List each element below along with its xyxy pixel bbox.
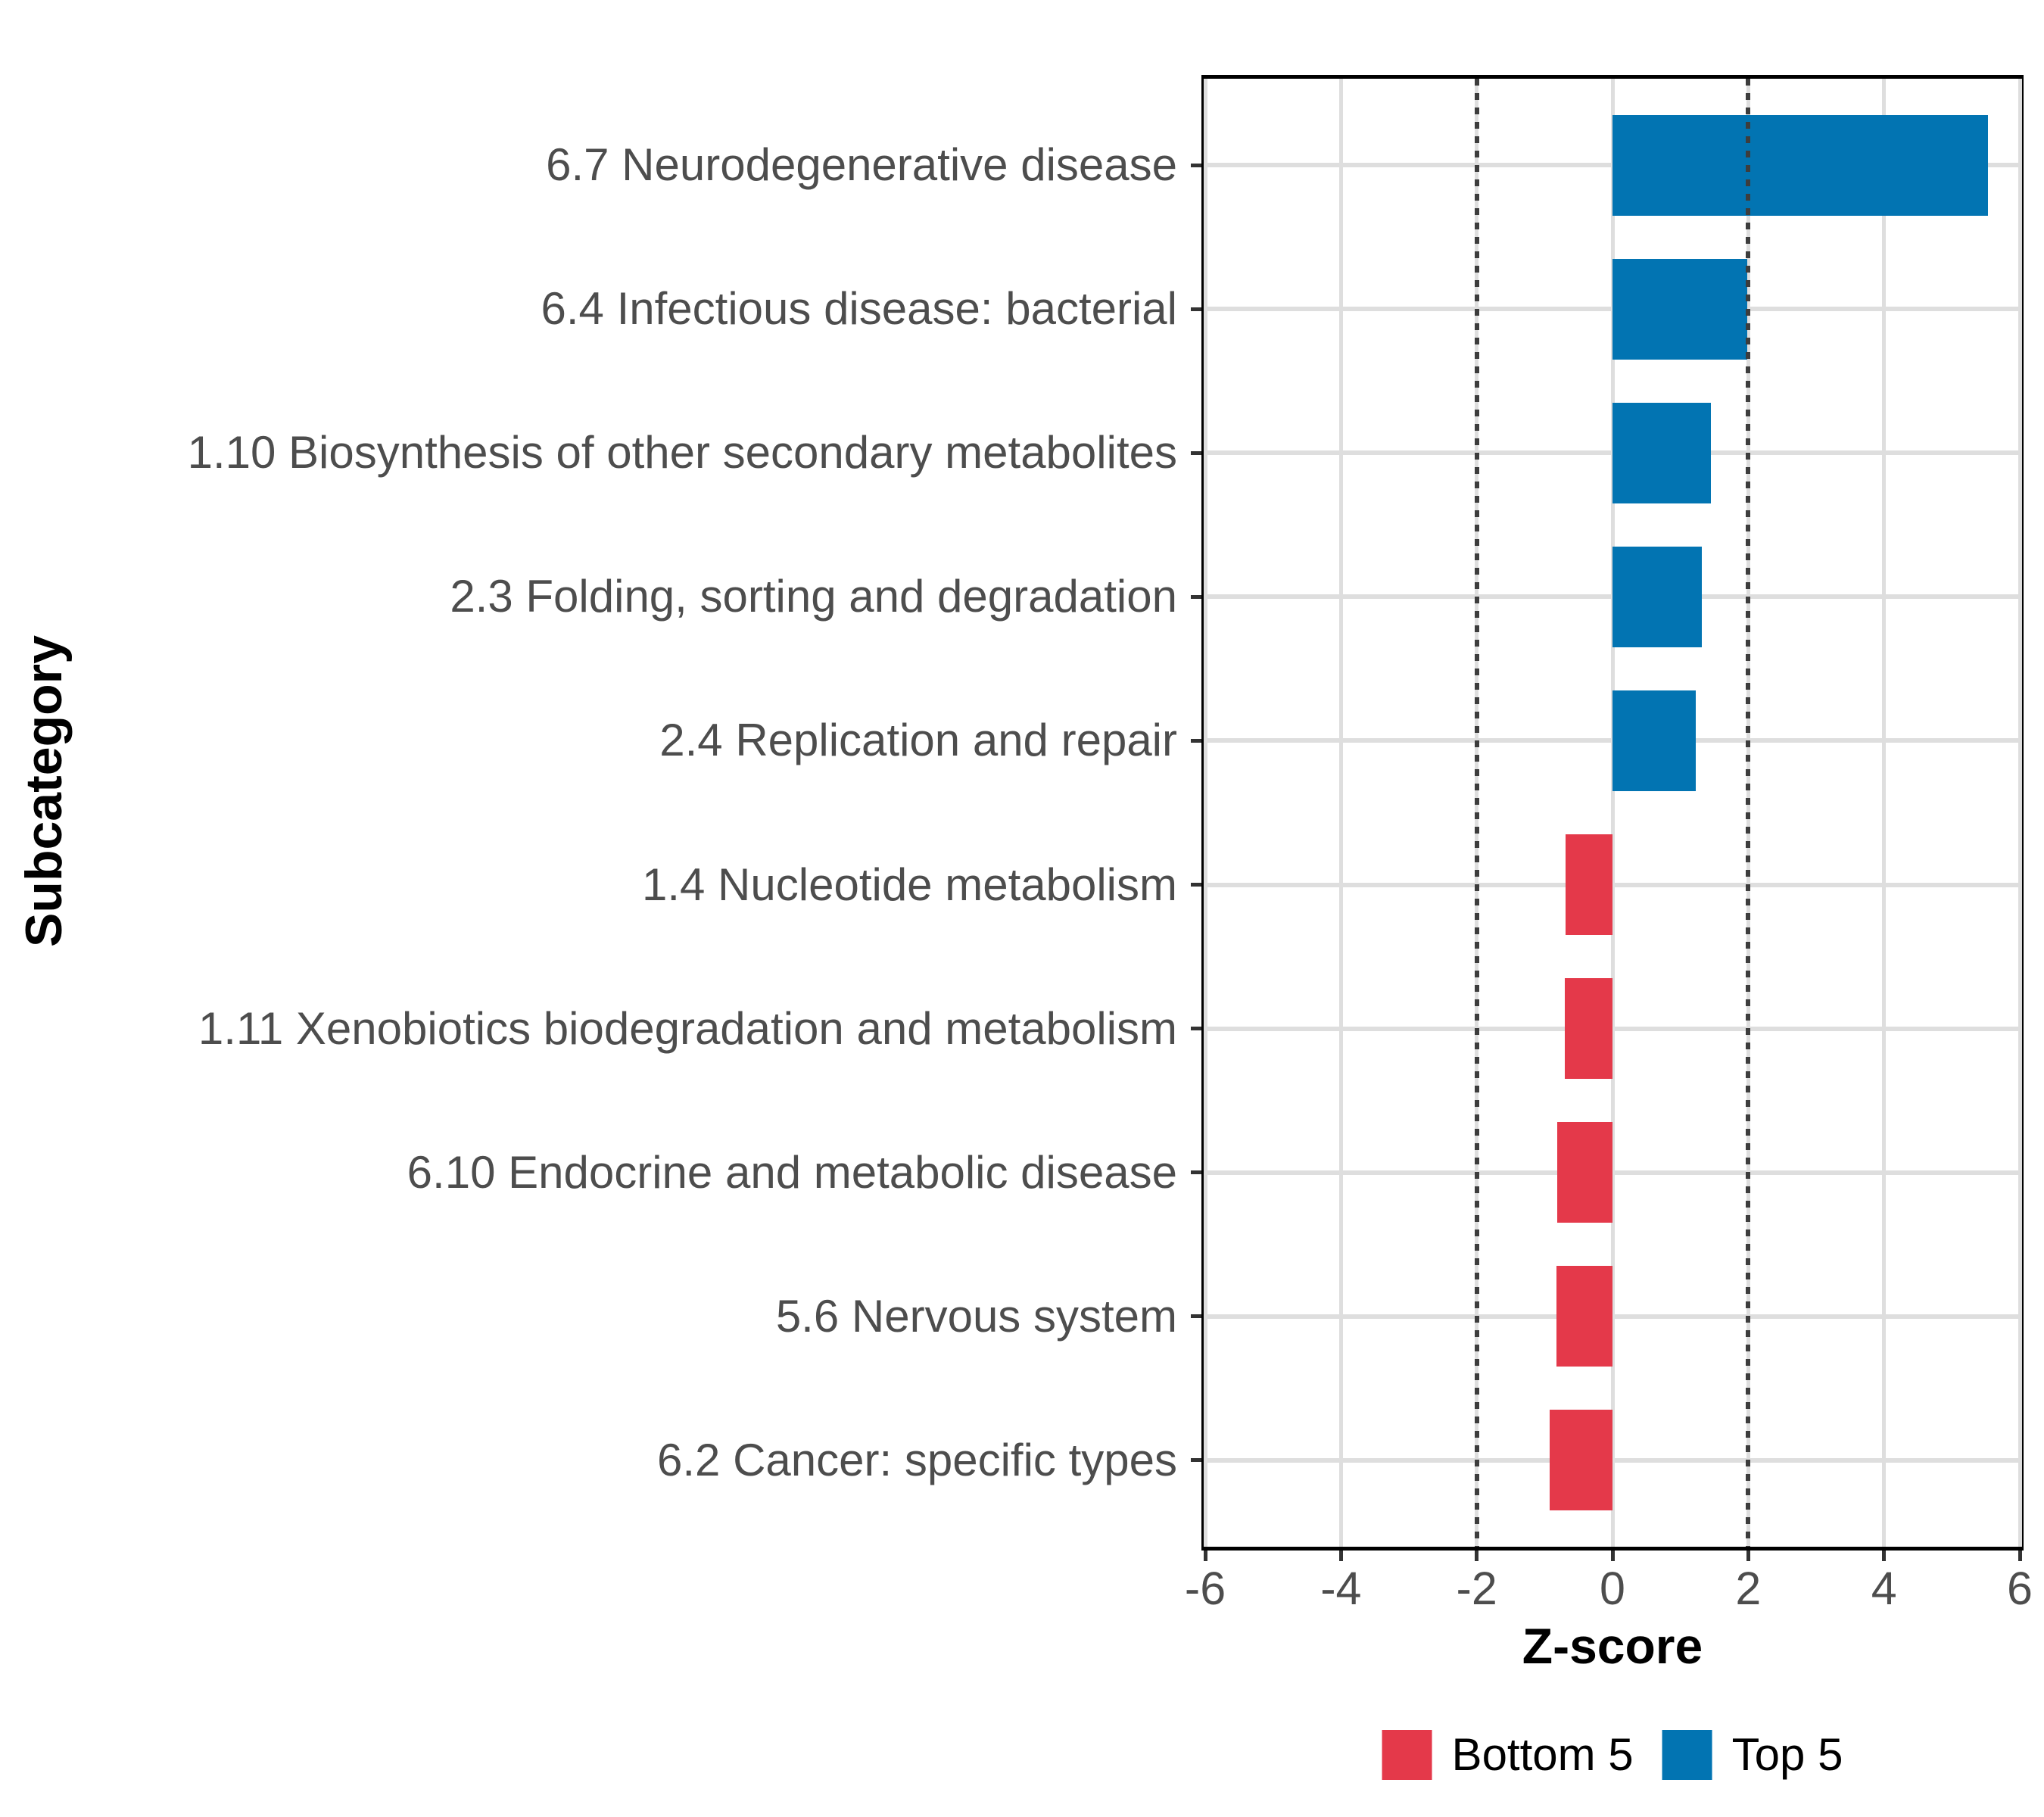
bar [1549,1410,1612,1511]
gridline-vertical [1882,79,1887,1547]
bar [1612,546,1703,647]
x-tick-label: 2 [1735,1563,1762,1614]
category-label: 6.2 Cancer: specific types [657,1434,1177,1485]
reference-line [1746,79,1751,1547]
y-axis-tick [1191,738,1201,743]
bar [1612,402,1712,503]
legend-swatch [1382,1730,1432,1780]
legend-label: Bottom 5 [1451,1729,1634,1780]
y-axis-title: Subcategory [15,635,73,947]
bar [1566,834,1612,936]
legend-label: Top 5 [1731,1729,1843,1780]
bar [1565,978,1612,1080]
bar [1612,258,1747,360]
category-label: 2.4 Replication and repair [659,715,1177,766]
category-label: 5.6 Nervous system [775,1290,1177,1342]
bar [1557,1122,1612,1223]
x-axis-tick [1746,1551,1750,1561]
category-label: 1.11 Xenobiotics biodegradation and meta… [198,1002,1177,1054]
x-tick-label: -2 [1456,1563,1497,1614]
gridline-vertical [2018,79,2022,1547]
x-axis-tick [2018,1551,2022,1561]
legend: Bottom 5 Top 5 [1382,1730,1843,1780]
legend-item: Top 5 [1662,1730,1843,1780]
x-axis-tick [1610,1551,1615,1561]
x-tick-label: -4 [1320,1563,1362,1614]
category-label: 1.10 Biosynthesis of other secondary met… [187,427,1177,478]
x-axis-tick [1338,1551,1343,1561]
legend-item: Bottom 5 [1382,1730,1634,1780]
x-axis-title: Z-score [1522,1618,1703,1674]
y-axis-tick [1191,1458,1201,1463]
reference-line [1474,79,1479,1547]
x-axis-tick [1203,1551,1207,1561]
category-label: 6.7 Neurodegenerative disease [546,139,1177,191]
y-axis-tick [1191,1170,1201,1175]
gridline-vertical [1203,79,1207,1547]
x-tick-label: -6 [1184,1563,1226,1614]
plot-panel: 6.7 Neurodegenerative disease 6.4 Infecti… [188,75,2033,1612]
y-axis-tick [1191,450,1201,455]
category-label: 2.3 Folding, sorting and degradation [450,571,1177,622]
y-axis-tick [1191,1314,1201,1319]
category-label: 6.4 Infectious disease: bacterial [541,283,1178,335]
legend-swatch [1662,1730,1712,1780]
gridline-vertical [1338,79,1343,1547]
x-tick-label: 6 [2007,1563,2033,1614]
x-tick-label: 0 [1600,1563,1625,1614]
bar [1556,1266,1612,1367]
x-tick-label: 4 [1871,1563,1897,1614]
y-axis-tick [1191,883,1201,887]
y-axis-tick [1191,307,1201,311]
x-axis-tick [1882,1551,1887,1561]
gridline-vertical [1610,79,1615,1547]
category-label: 1.4 Nucleotide metabolism [641,859,1177,910]
x-axis-tick [1475,1551,1479,1561]
category-label: 6.10 Endocrine and metabolic disease [407,1146,1177,1198]
y-axis-tick [1191,163,1201,167]
y-axis-tick [1191,594,1201,599]
y-axis-tick [1191,1027,1201,1031]
bar [1612,690,1697,791]
bar [1612,114,1988,216]
